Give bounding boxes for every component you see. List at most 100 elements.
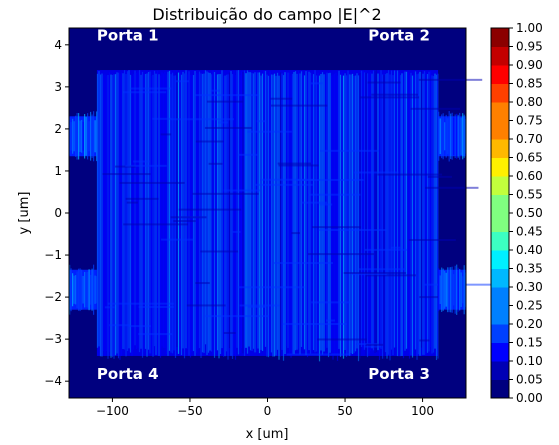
field-texture xyxy=(195,282,210,285)
waveguide-streak xyxy=(70,122,72,151)
field-streak xyxy=(410,72,412,356)
port-label: Porta 4 xyxy=(97,365,159,383)
field-streak xyxy=(200,73,202,358)
waveguide-streak xyxy=(438,268,440,312)
field-streak xyxy=(395,70,397,348)
field-streak xyxy=(207,72,210,353)
field-streak xyxy=(119,74,121,360)
field-streak xyxy=(155,73,157,355)
field-texture xyxy=(256,120,267,123)
field-texture xyxy=(310,82,323,85)
field-streak xyxy=(153,70,156,347)
waveguide-streak xyxy=(85,272,87,308)
field-texture xyxy=(371,93,418,96)
waveguide-streak xyxy=(87,113,89,160)
field-texture xyxy=(254,183,313,186)
waveguide-streak xyxy=(460,117,462,155)
field-streak xyxy=(204,70,207,345)
colorbar-segment xyxy=(491,305,509,325)
field-streak xyxy=(116,72,118,354)
field-texture xyxy=(277,162,311,165)
field-streak xyxy=(398,72,400,357)
field-streak xyxy=(321,72,324,355)
field-streak xyxy=(384,74,387,353)
waveguide-streak xyxy=(463,265,465,315)
field-texture xyxy=(351,273,387,276)
field-streak xyxy=(425,72,427,355)
field-streak xyxy=(435,74,438,361)
field-texture xyxy=(301,201,328,204)
field-streak xyxy=(110,74,112,358)
field-streak xyxy=(101,73,103,357)
field-streak xyxy=(297,70,300,349)
waveguide-streak xyxy=(451,112,453,160)
waveguide-streak xyxy=(72,118,74,154)
waveguide-streak xyxy=(94,275,96,304)
field-streak xyxy=(281,73,283,350)
field-streak xyxy=(368,73,370,354)
field-streak xyxy=(402,72,405,359)
waveguide-streak xyxy=(69,117,71,155)
field-streak xyxy=(134,70,136,346)
field-texture xyxy=(104,306,115,309)
chart-title: Distribuição do campo |E|^2 xyxy=(152,5,381,24)
waveguide-streak xyxy=(457,114,459,158)
field-streak xyxy=(315,75,318,352)
field-streak xyxy=(231,74,234,359)
plot-area xyxy=(68,27,491,399)
field-texture xyxy=(138,333,173,336)
field-streak xyxy=(113,74,115,359)
colorbar-tick-label: 0.95 xyxy=(516,40,543,54)
field-streak xyxy=(242,71,244,354)
waveguide-streak xyxy=(453,274,455,306)
field-streak xyxy=(194,70,196,356)
field-streak xyxy=(434,73,436,349)
field-streak xyxy=(309,72,312,354)
field-streak xyxy=(429,71,432,348)
field-streak xyxy=(323,74,325,352)
colorbar-segment xyxy=(491,28,509,47)
waveguide-streak xyxy=(81,119,83,153)
field-texture xyxy=(307,253,374,256)
field-texture xyxy=(343,272,407,275)
field-streak xyxy=(96,73,99,348)
field-streak xyxy=(141,71,144,358)
field-streak xyxy=(285,72,288,347)
field-streak xyxy=(245,73,247,348)
field-streak xyxy=(192,75,195,352)
field-streak xyxy=(170,74,172,353)
field-texture xyxy=(119,181,185,184)
field-texture xyxy=(311,226,362,229)
waveguide-streak xyxy=(96,111,98,162)
field-streak xyxy=(311,75,313,353)
y-tick-label: 0 xyxy=(54,206,62,220)
field-streak xyxy=(248,72,250,347)
colorbar-tick-label: 0.05 xyxy=(516,373,543,387)
field-streak xyxy=(108,72,111,353)
field-streak xyxy=(276,72,279,350)
field-streak xyxy=(353,75,355,354)
field-texture xyxy=(152,117,172,120)
field-streak xyxy=(290,75,292,358)
field-streak xyxy=(171,72,174,354)
field-streak xyxy=(293,71,295,355)
field-streak xyxy=(303,75,306,350)
field-streak xyxy=(129,74,132,353)
field-streak xyxy=(161,72,163,347)
colorbar-segment xyxy=(491,342,509,362)
field-streak xyxy=(216,74,219,351)
field-texture xyxy=(359,268,406,271)
field-streak xyxy=(167,71,169,356)
field-streak xyxy=(375,70,378,353)
waveguide-streak xyxy=(456,113,458,159)
colorbar-segment xyxy=(491,157,509,177)
field-streak xyxy=(383,75,385,359)
x-tick-label: 50 xyxy=(337,404,352,418)
colorbar-segment xyxy=(491,83,509,103)
field-texture xyxy=(205,315,270,318)
field-streak xyxy=(117,72,120,359)
field-streak xyxy=(209,72,211,351)
field-streak xyxy=(258,72,261,354)
field-streak xyxy=(246,70,249,354)
field-streak xyxy=(371,73,373,349)
